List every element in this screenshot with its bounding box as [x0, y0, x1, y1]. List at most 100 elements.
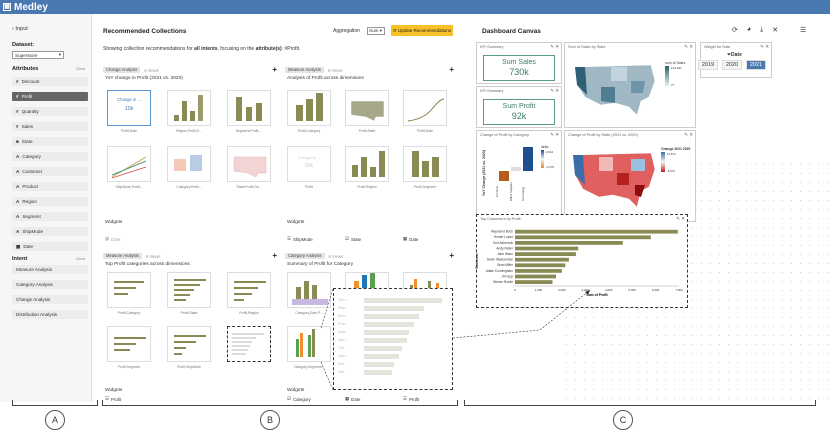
thumb-profit-kpi[interactable]: Change in ... 92k — [287, 146, 331, 182]
attribute-category[interactable]: A Category — [12, 152, 88, 161]
thumb-top-state[interactable] — [167, 272, 211, 308]
widget-shipmode[interactable]: ☰ ShipMode — [287, 236, 313, 242]
intent-measure-analysis[interactable]: Measure Analysis — [12, 265, 88, 274]
sales-map — [574, 64, 656, 116]
palette-icon[interactable]: ◕ — [746, 26, 752, 33]
year-2020-button[interactable]: 2020 — [722, 60, 742, 70]
intent-category-analysis[interactable]: Category Analysis — [12, 280, 88, 289]
card-actions-icon[interactable]: ✎ ✕ — [676, 216, 685, 221]
intent-clear-button[interactable]: Clear — [75, 257, 85, 261]
list-icon: ☰ — [403, 396, 407, 401]
kpi-sales: Sum Sales 730k — [483, 55, 555, 81]
attribute-profit[interactable]: # Profit — [12, 92, 88, 101]
card-actions-icon[interactable]: ✎ ✕ — [550, 44, 559, 49]
attribute-label: Customer — [22, 169, 43, 174]
thumb-label: Category,Date,P... — [295, 311, 323, 315]
sidebar: ‹ Input Dataset: Superstore ▾ Attributes … — [0, 14, 92, 402]
thumb-region-profit[interactable] — [167, 90, 211, 126]
thumb-top-customer-selected[interactable] — [227, 326, 271, 362]
thumb-shipmode-profit[interactable] — [107, 146, 151, 182]
widget-category[interactable]: ☑ Category — [287, 396, 311, 402]
top-customers-card[interactable]: Top Customers by Profit ✎ ✕ Customer Ray… — [475, 214, 688, 308]
thumb-top-region[interactable] — [227, 272, 271, 308]
attribute-product[interactable]: A Product — [12, 182, 88, 191]
thumb-profit-category[interactable] — [287, 90, 331, 126]
attribute-date[interactable]: ▦ Date — [12, 242, 88, 251]
card-actions-icon[interactable]: ✎ ✕ — [684, 132, 693, 137]
thumb-profit-state-map[interactable] — [345, 90, 389, 126]
refresh-icon[interactable]: ⟳ — [732, 27, 738, 34]
legend-max: 2,644 — [546, 150, 553, 154]
year-2019-button[interactable]: 2019 — [698, 60, 718, 70]
attribute-shipmode[interactable]: A ShipMode — [12, 227, 88, 236]
add-collection-button[interactable]: + — [449, 251, 454, 260]
card-title: Change of Profit by Category — [480, 133, 529, 137]
thumb-category-date[interactable] — [287, 272, 331, 308]
thumb-label: Profit,Category — [117, 311, 141, 315]
widget-state[interactable]: ☑ State — [345, 236, 362, 242]
thumb-category-segment[interactable] — [287, 326, 331, 362]
list-icon: ☰ — [287, 236, 291, 241]
attribute-type-icon: # — [16, 124, 19, 129]
attribute-discount[interactable]: # Discount — [12, 77, 88, 86]
back-button[interactable]: ‹ Input — [12, 26, 28, 32]
card-actions-icon[interactable]: ✎ ✕ — [760, 44, 769, 49]
x-tick-label: 0 — [514, 288, 516, 292]
card-actions-icon[interactable]: ✎ ✕ — [550, 132, 559, 137]
card-title: KPI Summary — [480, 89, 504, 93]
attribute-quantity[interactable]: # Quantity — [12, 107, 88, 116]
thumb-label: Category,Segment... — [293, 365, 325, 369]
attribute-customer[interactable]: A Customer — [12, 167, 88, 176]
change-by-category-card[interactable]: Change of Profit by Category ✎ ✕ YoY Cha… — [476, 130, 562, 222]
thumb-profit-region[interactable] — [345, 146, 389, 182]
thumb-top-shipmode[interactable] — [167, 326, 211, 362]
thumb-profit-date[interactable] — [403, 90, 447, 126]
card-actions-icon[interactable]: ✎ ✕ — [684, 44, 693, 49]
attribute-label: Segment — [22, 214, 41, 219]
widget-date[interactable]: ▦ Date — [105, 236, 121, 242]
thumb-top-segment[interactable] — [107, 326, 151, 362]
attribute-type-icon: A — [16, 184, 20, 189]
customer-bar — [515, 269, 562, 273]
widget-profit[interactable]: ☰ Profit — [403, 396, 420, 402]
customer-bar — [515, 257, 569, 262]
thumb-kpi[interactable]: Change in ... 10k — [107, 90, 151, 126]
widget-profit[interactable]: ☰ Profit — [105, 396, 122, 402]
attributes-clear-button[interactable]: Clear — [75, 67, 85, 71]
thumb-category-profit[interactable] — [167, 146, 211, 182]
attribute-region[interactable]: A Region — [12, 197, 88, 206]
legend-title: sum of Sales — [665, 61, 686, 65]
widget-date[interactable]: ▦ Date — [345, 396, 361, 402]
dataset-select[interactable]: Superstore ▾ — [12, 51, 64, 59]
intent-distribution-analysis[interactable]: Distribution Analysis — [12, 310, 88, 319]
thumb-state-profit-map[interactable] — [227, 146, 271, 182]
change-by-state-map-card[interactable]: Change of Profit by State (2021 vs. 2020… — [564, 130, 696, 222]
zoom-bar — [364, 306, 424, 311]
add-collection-button[interactable]: + — [449, 65, 454, 74]
attribute-sales[interactable]: # Sales — [12, 122, 88, 131]
year-2021-button[interactable]: 2021 — [746, 60, 766, 70]
customer-bar — [515, 246, 579, 251]
date-filter-label: ⏷Date — [727, 52, 742, 58]
bar-office — [511, 167, 521, 171]
aggregation-select[interactable]: Sum ▾ — [367, 27, 385, 35]
thumb-segment-profit[interactable] — [227, 90, 271, 126]
intent-change-analysis[interactable]: Change Analysis — [12, 295, 88, 304]
add-collection-button[interactable]: + — [272, 251, 277, 260]
kpi-sales-card[interactable]: KPI Summary ✎ ✕ Sum Sales 730k — [476, 42, 562, 84]
attribute-segment[interactable]: A Segment — [12, 212, 88, 221]
widget-date[interactable]: ▦ Date — [403, 236, 419, 242]
attribute-state[interactable]: ■ State — [12, 137, 88, 146]
update-recommendations-button[interactable]: ⟳ Update Recommendations — [391, 25, 453, 36]
download-icon[interactable]: ⤓ — [760, 26, 764, 33]
thumb-profit-segment[interactable] — [403, 146, 447, 182]
card-actions-icon[interactable]: ✎ ✕ — [550, 88, 559, 93]
kpi-profit-card[interactable]: KPI Summary ✎ ✕ Sum Profit 92k — [476, 86, 562, 128]
customer-bar — [515, 263, 566, 268]
dashboard-title: Dashboard Canvas — [482, 28, 541, 35]
menu-icon[interactable]: ☰ — [800, 27, 807, 34]
close-icon[interactable]: ✕ — [772, 27, 779, 34]
add-collection-button[interactable]: + — [272, 65, 277, 74]
sales-by-state-map-card[interactable]: Sum of Sales by State ✎ ✕ sum of Sales 1… — [564, 42, 696, 128]
thumb-top-category[interactable] — [107, 272, 151, 308]
